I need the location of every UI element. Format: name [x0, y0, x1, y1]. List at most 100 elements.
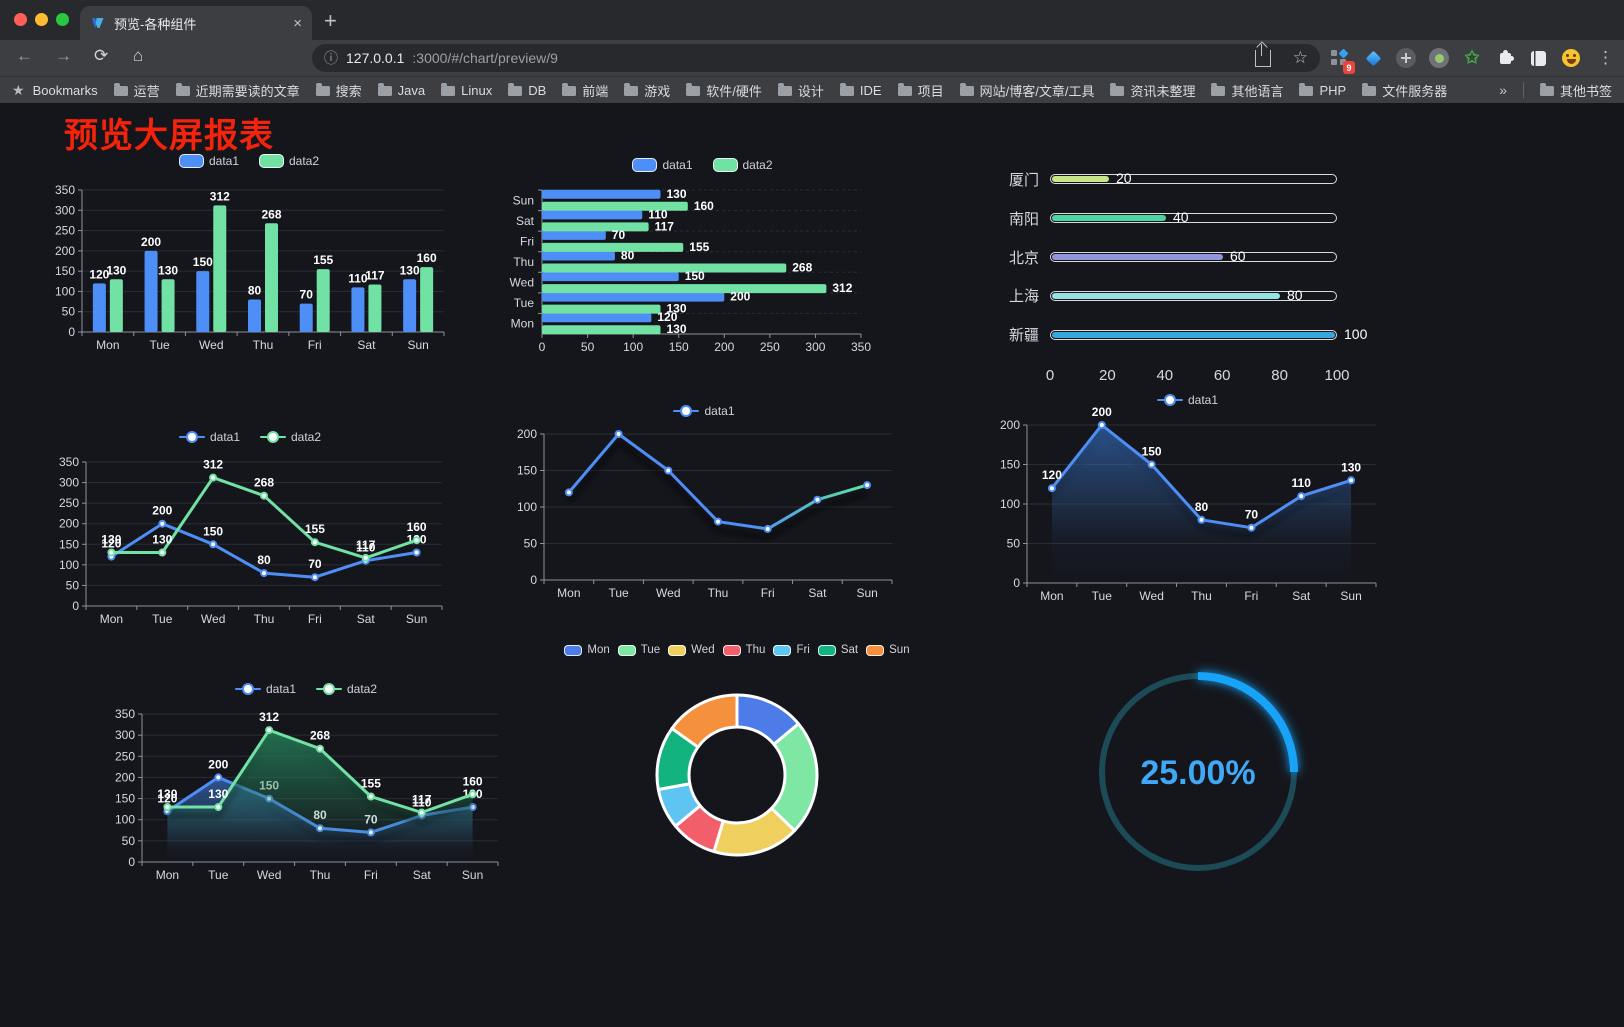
- legend-item[interactable]: Sat: [817, 644, 858, 656]
- square-shape: [1530, 50, 1546, 66]
- svg-text:Sun: Sun: [1340, 589, 1361, 603]
- extension-puzzle-icon[interactable]: [1495, 48, 1515, 68]
- extension-circle-icon[interactable]: [1396, 48, 1416, 68]
- legend-item[interactable]: data1: [234, 682, 296, 696]
- bookmark-item[interactable]: 搜索: [315, 81, 362, 100]
- legend-item[interactable]: data2: [260, 430, 321, 444]
- back-icon[interactable]: ←: [16, 46, 33, 65]
- extension-diamond-icon[interactable]: [1363, 48, 1383, 68]
- bookmark-item[interactable]: IDE: [839, 83, 882, 98]
- bookmark-item[interactable]: Java: [377, 83, 425, 98]
- bookmark-item[interactable]: 资讯未整理: [1110, 81, 1195, 100]
- bookmark-item[interactable]: 前端: [562, 81, 608, 100]
- grid-square: [1331, 50, 1337, 56]
- url-bar[interactable]: ⓘ 127.0.0.1 :3000/#/chart/preview/9 ☆: [312, 43, 1320, 72]
- extension-dot-icon[interactable]: [1429, 48, 1449, 68]
- bookmarks-bar-label[interactable]: Bookmarks: [32, 82, 98, 98]
- legend-item[interactable]: Fri: [773, 644, 810, 656]
- minimize-window-button[interactable]: [35, 13, 48, 26]
- legend-item[interactable]: data2: [259, 154, 319, 168]
- chart-bar2: data1 data2 0 50 100 150 200 250 300 350 Mon Tue Wed…: [500, 150, 905, 362]
- svg-text:150: 150: [685, 269, 705, 283]
- legend-item[interactable]: Mon: [564, 644, 610, 656]
- extension-emoji-icon[interactable]: [1561, 48, 1581, 68]
- svg-text:200: 200: [55, 244, 75, 258]
- svg-text:312: 312: [259, 710, 279, 724]
- progress-track[interactable]: 100: [1050, 326, 1367, 342]
- legend-item[interactable]: Tue: [617, 644, 660, 656]
- progress-track[interactable]: 80: [1050, 287, 1337, 303]
- browser-menu-icon[interactable]: ⋮: [1597, 48, 1614, 67]
- legend-item[interactable]: data1: [673, 404, 735, 418]
- legend-item[interactable]: Sun: [866, 644, 910, 656]
- svg-text:200: 200: [1000, 418, 1020, 432]
- legend-item[interactable]: data1: [178, 154, 239, 168]
- svg-text:Mon: Mon: [557, 586, 580, 600]
- legend-item[interactable]: data2: [712, 158, 773, 172]
- svg-text:Tue: Tue: [514, 296, 535, 310]
- bookmark-item[interactable]: 设计: [777, 81, 824, 100]
- tab-close-icon[interactable]: ×: [293, 14, 302, 32]
- svg-text:150: 150: [517, 464, 537, 478]
- legend-item[interactable]: Thu: [722, 644, 765, 656]
- svg-text:50: 50: [581, 340, 595, 354]
- legend-item[interactable]: data2: [316, 682, 377, 696]
- close-window-button[interactable]: [14, 13, 27, 26]
- svg-text:50: 50: [66, 578, 80, 592]
- folder-icon: [1299, 83, 1314, 96]
- bookmark-item[interactable]: 文件服务器: [1362, 81, 1447, 100]
- bookmark-item[interactable]: Linux: [441, 83, 492, 98]
- svg-text:300: 300: [115, 728, 135, 742]
- progress-track[interactable]: 60: [1050, 248, 1337, 264]
- svg-text:160: 160: [407, 520, 427, 534]
- bookmark-item[interactable]: 其他语言: [1211, 81, 1283, 100]
- bookmark-item[interactable]: PHP: [1299, 83, 1346, 98]
- new-tab-button[interactable]: +: [324, 8, 337, 33]
- bookmarks-divider: [1522, 82, 1524, 98]
- legend-item[interactable]: Wed: [668, 644, 715, 656]
- browser-tab[interactable]: 预览-各种组件 ×: [80, 6, 312, 40]
- bookmark-item[interactable]: 运营: [113, 81, 160, 100]
- extension-grid-icon[interactable]: 9: [1330, 48, 1355, 74]
- bookmark-item[interactable]: 游戏: [624, 81, 670, 100]
- svg-text:Sat: Sat: [1292, 589, 1311, 603]
- bookmark-item[interactable]: 项目: [897, 81, 944, 100]
- zoom-window-button[interactable]: [56, 13, 69, 26]
- svg-text:Tue: Tue: [1092, 589, 1113, 603]
- bookmark-item[interactable]: DB: [508, 83, 546, 98]
- forward-icon[interactable]: →: [55, 46, 72, 65]
- svg-text:Tue: Tue: [208, 868, 229, 882]
- svg-text:160: 160: [463, 774, 483, 788]
- share-icon[interactable]: [1254, 43, 1271, 67]
- svg-text:130: 130: [152, 533, 172, 547]
- reload-icon[interactable]: ⟳: [94, 46, 109, 65]
- svg-text:117: 117: [365, 269, 385, 283]
- bookmarks-overflow-icon[interactable]: »: [1499, 82, 1507, 98]
- bookmark-star-icon[interactable]: ☆: [1292, 48, 1308, 67]
- chart-legend: data1 data2: [40, 154, 458, 168]
- other-bookmarks[interactable]: 其他书签: [1539, 81, 1612, 100]
- bookmark-item[interactable]: 网站/博客/文章/工具: [959, 81, 1094, 100]
- legend-item[interactable]: data1: [632, 158, 693, 172]
- bookmark-item[interactable]: 近期需要读的文章: [175, 81, 300, 100]
- folder-icon: [1539, 83, 1554, 96]
- extension-square-icon[interactable]: [1528, 48, 1548, 68]
- svg-text:100: 100: [59, 558, 79, 572]
- svg-text:130: 130: [101, 533, 121, 547]
- svg-text:Thu: Thu: [310, 868, 331, 882]
- bookmarks-star-icon[interactable]: ★: [12, 81, 25, 98]
- extension-star-icon[interactable]: ✩: [1464, 48, 1480, 67]
- svg-text:Sun: Sun: [407, 338, 428, 352]
- folder-icon: [624, 83, 639, 96]
- info-icon[interactable]: ⓘ: [324, 50, 338, 66]
- legend-item[interactable]: data1: [178, 430, 240, 444]
- svg-text:0: 0: [72, 599, 79, 613]
- progress-label: 北京: [1008, 249, 1039, 267]
- progress-track[interactable]: 20: [1050, 170, 1337, 186]
- progress-track[interactable]: 40: [1050, 209, 1337, 225]
- home-icon[interactable]: ⌂: [133, 46, 144, 65]
- bookmark-item[interactable]: 软件/硬件: [686, 81, 762, 100]
- svg-text:70: 70: [300, 288, 314, 302]
- svg-text:130: 130: [1341, 460, 1361, 474]
- legend-item[interactable]: data1: [1156, 393, 1218, 407]
